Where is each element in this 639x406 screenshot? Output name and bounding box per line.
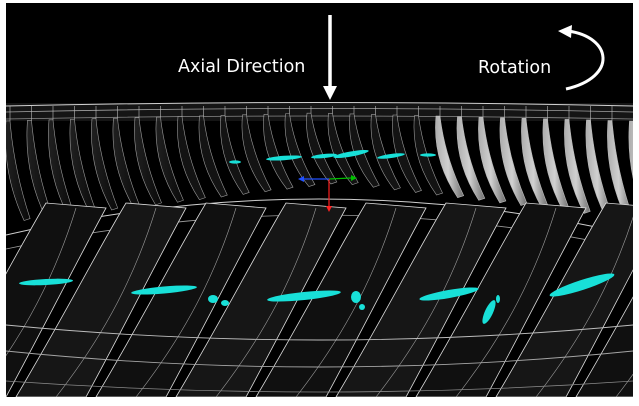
lower-blade <box>255 202 427 397</box>
blade-edge-line <box>6 207 77 357</box>
coordinate-axes <box>298 175 357 212</box>
lower-blade <box>95 202 267 397</box>
turbine-render-canvas: Axial Direction Rotation <box>6 3 633 397</box>
upper-blade <box>306 112 338 185</box>
vortex-structures <box>19 150 615 324</box>
upper-blade <box>6 120 31 221</box>
rotation-label: Rotation <box>478 58 552 78</box>
lower-blade <box>15 202 187 397</box>
lower-blade-row <box>6 202 633 397</box>
blade-edge-line <box>135 207 237 397</box>
upper-blade <box>478 116 507 204</box>
upper-blade <box>499 117 528 206</box>
hub-bottom-lines <box>6 324 633 393</box>
axial-direction-label: Axial Direction <box>178 57 306 77</box>
upper-blade <box>91 118 119 211</box>
lower-blade <box>575 296 633 397</box>
upper-blade <box>198 115 228 198</box>
upper-blade <box>241 114 272 193</box>
upper-blade <box>370 114 401 191</box>
upper-blade <box>177 116 206 200</box>
upper-blade <box>413 115 444 196</box>
upper-blade-row <box>6 106 633 221</box>
upper-blade <box>134 117 162 206</box>
upper-blade <box>564 119 591 214</box>
blade-edge-line <box>535 216 633 397</box>
upper-blade <box>263 114 294 190</box>
blade-edge-line <box>375 207 477 397</box>
blade-edge-line <box>215 207 317 397</box>
upper-blade <box>327 113 359 185</box>
blade-edge-line <box>295 207 397 397</box>
upper-blade <box>349 113 380 188</box>
lower-blade <box>175 202 347 397</box>
curved-arrow-icon <box>558 25 605 91</box>
upper-blade <box>284 113 316 187</box>
upper-blade <box>392 114 422 193</box>
lower-blade <box>415 202 587 397</box>
lower-blade <box>6 202 107 397</box>
upper-blade <box>628 120 633 180</box>
upper-blade <box>435 115 465 199</box>
blade-edge-line <box>455 207 557 397</box>
blade-row-render <box>6 15 633 397</box>
blade-edge-line <box>55 207 157 397</box>
lower-blade <box>495 202 633 397</box>
shroud-band <box>6 102 633 121</box>
upper-blade <box>220 115 250 195</box>
down-arrow-icon <box>323 15 337 100</box>
upper-blade <box>155 116 184 203</box>
upper-blade <box>456 116 486 201</box>
